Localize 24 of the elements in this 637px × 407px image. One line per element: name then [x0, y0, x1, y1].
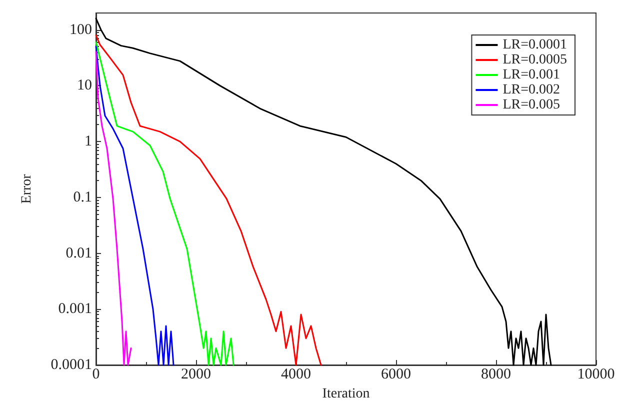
y-tick-label: 1: [84, 134, 92, 150]
legend-label: LR=0.001: [502, 68, 560, 82]
x-tick-label: 6000: [381, 366, 411, 382]
y-tick-label: 0.01: [66, 245, 92, 262]
x-tick-label: 10000: [577, 366, 615, 382]
x-tick-label: 8000: [481, 366, 511, 382]
x-axis-title: Iteration: [322, 386, 370, 402]
line-series: [95, 34, 322, 366]
y-tick-label: 10: [77, 78, 92, 94]
legend-label: LR=0.002: [502, 82, 560, 98]
x-tick-label: 4000: [281, 366, 311, 382]
line-series: [95, 41, 234, 366]
x-tick-label: 0: [92, 366, 100, 382]
legend-label: LR=0.005: [502, 98, 560, 112]
y-tick-label: 100: [70, 22, 92, 38]
legend-label: LR=0.0001: [502, 38, 568, 52]
line-series: [95, 51, 132, 366]
y-tick-label: 0.0001: [50, 357, 92, 373]
x-tick-label: 2000: [181, 366, 211, 382]
y-tick-label: 0.001: [58, 301, 92, 318]
y-axis-title: Error: [20, 174, 34, 204]
line-series: [95, 46, 174, 366]
y-tick-label: 0.1: [73, 189, 92, 206]
legend-label: LR=0.0005: [502, 52, 568, 68]
